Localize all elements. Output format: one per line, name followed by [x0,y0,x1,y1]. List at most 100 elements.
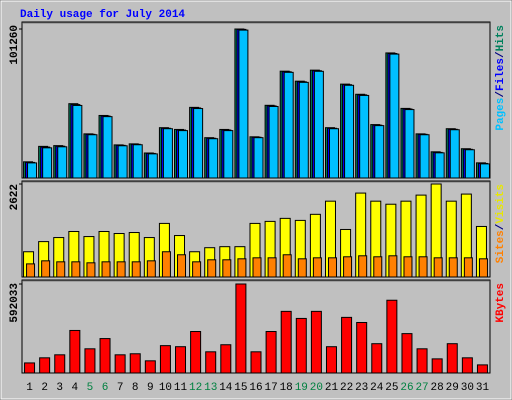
bar [371,343,383,374]
bar [431,358,443,374]
bar [193,108,204,179]
bar [178,130,189,179]
bar [310,310,322,374]
bar [57,146,68,179]
bar [388,255,398,278]
bar [295,317,307,374]
bar [267,257,277,278]
bar [327,257,337,278]
legend: Sites/Visits [495,184,507,263]
x-tick-label: 21 [325,382,339,394]
bar [222,259,232,278]
bar [117,145,128,179]
x-tick-label: 10 [159,382,172,394]
bar [250,351,262,374]
bar [433,257,443,278]
x-tick-label: 29 [446,382,459,394]
bar [401,333,413,374]
x-tick-label: 25 [385,382,398,394]
bar [24,362,36,374]
x-tick-label: 5 [87,382,94,394]
bar [144,360,156,374]
bar [161,251,171,278]
bar [192,261,202,278]
x-tick-label: 20 [310,382,323,394]
x-tick-label: 17 [264,382,277,394]
legend-entry: Visits [495,184,507,224]
bar [328,128,339,179]
bar [446,343,458,374]
legend-separator: / [495,91,507,98]
bar [237,258,247,278]
legend-separator: / [495,223,507,230]
bar [72,104,83,179]
bar [132,144,143,179]
bar [27,162,38,179]
legend: Pages/Files/Hits [495,25,507,131]
x-tick-label: 7 [117,382,124,394]
bar [476,364,488,374]
bar [386,299,398,374]
bar [312,257,322,278]
bar [86,262,96,278]
bar [42,147,53,179]
x-tick-label: 19 [295,382,308,394]
legend-separator: / [495,51,507,58]
bar [313,70,324,179]
bar [374,125,385,179]
x-tick-label: 24 [370,382,384,394]
bar [343,256,353,278]
bar [416,348,428,374]
bar [220,344,232,374]
x-tick-label: 4 [72,382,79,394]
bar [175,346,187,374]
bar [434,152,445,179]
bar [268,105,279,179]
x-tick-label: 30 [461,382,474,394]
x-tick-label: 6 [102,382,109,394]
bar [54,354,66,374]
bar [325,346,337,374]
legend: KBytes [495,283,507,323]
bar [39,357,51,374]
bar [479,163,490,179]
bar [448,257,458,278]
bar [280,310,292,374]
bar [478,258,488,278]
x-tick-label: 23 [355,382,368,394]
bar [99,338,111,374]
legend-entry: Sites [495,230,507,263]
x-tick-label: 28 [431,382,444,394]
bar [205,351,217,374]
bar [461,357,473,374]
x-tick-label: 31 [476,382,490,394]
bar [389,53,400,179]
x-tick-label: 11 [174,382,188,394]
bar [207,259,217,278]
bar [344,84,355,179]
bar [162,128,173,179]
x-tick-label: 26 [400,382,413,394]
bar [252,257,262,278]
x-tick-label: 13 [204,382,217,394]
bar [129,353,141,374]
bar [116,261,126,278]
y-tick-label: 2622 [9,184,21,210]
bar [282,254,292,278]
bar [253,137,264,179]
x-tick-label: 3 [56,382,63,394]
bar [131,261,141,278]
bar [147,153,158,179]
bar [208,138,219,179]
bar [223,130,234,179]
bar [114,354,126,374]
bar [297,258,307,278]
y-tick-label: 592033 [9,283,21,323]
bar [464,149,475,179]
legend-entry: Hits [495,25,507,51]
bar [358,255,368,278]
bar [159,345,171,374]
